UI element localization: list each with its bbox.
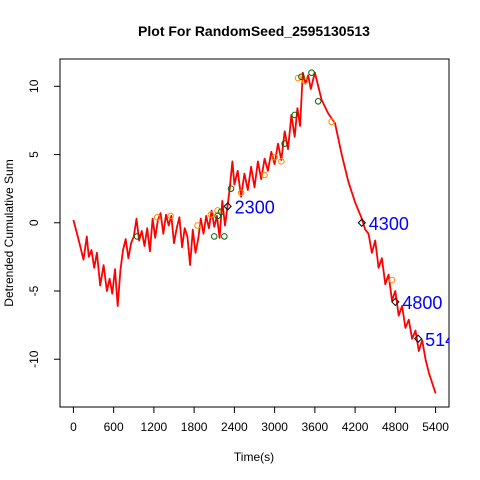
y-axis: -10 -5 0 5 10	[27, 79, 60, 368]
orange-point	[328, 118, 335, 126]
orange-point	[301, 77, 309, 85]
green-point	[314, 98, 322, 105]
x-tick-label: 2400	[221, 420, 248, 434]
green-point	[298, 73, 305, 81]
orange-point	[388, 276, 396, 284]
annotation-label: 2300	[235, 197, 275, 217]
green-point	[210, 233, 218, 240]
x-tick-label: 4200	[342, 420, 369, 434]
green-point	[291, 111, 299, 119]
plot-area: 2300 4300 4800 514	[72, 69, 455, 394]
annotation-label: 4300	[369, 214, 409, 234]
y-axis-label: Detrended Cumulative Sum	[2, 159, 16, 306]
diamond-marker	[223, 202, 232, 211]
x-tick-label: 0	[70, 420, 77, 434]
x-tick-label: 4800	[382, 420, 409, 434]
x-axis: 0 600 1200 1800 2400 3000 3600 4200 4800 5400	[70, 407, 449, 434]
green-point	[221, 233, 228, 240]
x-tick-label: 3000	[261, 420, 288, 434]
x-axis-label: Time(s)	[234, 450, 274, 464]
series-line	[72, 71, 437, 394]
orange-point	[278, 158, 285, 165]
orange-point	[167, 212, 174, 220]
orange-point	[271, 153, 278, 161]
x-tick-label: 3600	[302, 420, 329, 434]
orange-point	[214, 207, 221, 214]
green-point	[214, 212, 221, 220]
x-tick-label: 1200	[141, 420, 168, 434]
x-tick-label: 1800	[181, 420, 208, 434]
y-tick-label: 5	[27, 151, 41, 158]
annotation-label: 4800	[402, 293, 442, 313]
y-tick-label: 10	[27, 79, 41, 93]
chart-title: Plot For RandomSeed_2595130513	[138, 23, 370, 39]
diamond-marker	[391, 297, 400, 307]
orange-point	[237, 189, 245, 197]
diamond-marker	[357, 218, 367, 227]
x-tick-label: 600	[104, 420, 124, 434]
diamond-marker	[413, 334, 423, 343]
green-point	[308, 69, 315, 76]
plot-frame	[59, 58, 450, 408]
y-tick-label: -5	[27, 285, 41, 296]
green-point	[133, 233, 141, 240]
orange-point	[194, 222, 201, 229]
orange-point	[294, 74, 302, 82]
green-point	[217, 208, 225, 216]
annotation-label: 514	[425, 330, 455, 350]
y-tick-label: 0	[27, 219, 41, 226]
orange-point	[207, 211, 215, 218]
orange-point	[261, 171, 268, 179]
green-point	[227, 185, 235, 192]
green-point	[281, 140, 288, 147]
y-tick-label: -10	[27, 350, 41, 368]
x-tick-label: 5400	[422, 420, 449, 434]
orange-point	[153, 214, 161, 221]
